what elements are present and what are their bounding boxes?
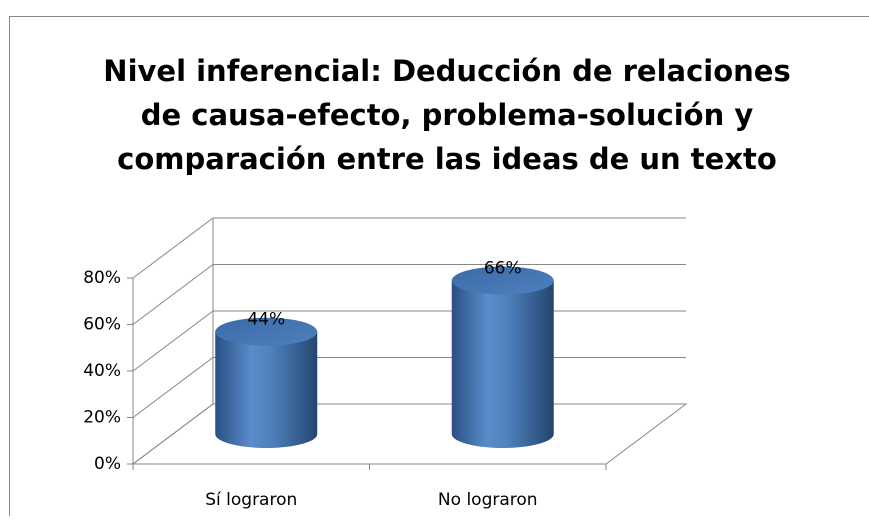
bar-body <box>215 332 317 448</box>
chart-title: comparación entre las ideas de un texto <box>117 142 777 176</box>
y-tick-label: 20% <box>83 408 121 428</box>
chart-title: de causa-efecto, problema-solución y <box>141 98 754 132</box>
bar-body <box>452 281 554 448</box>
y-tick-label: 0% <box>94 454 121 474</box>
x-tick-label: Sí lograron <box>205 490 297 510</box>
data-label: 66% <box>484 259 522 279</box>
y-tick-label: 80% <box>83 268 121 288</box>
y-tick-label: 40% <box>83 361 121 381</box>
x-tick-label: No lograron <box>438 490 538 510</box>
chart-border <box>10 17 869 517</box>
chart-title: Nivel inferencial: Deducción de relacion… <box>103 54 790 88</box>
bar <box>215 318 317 448</box>
bar <box>452 267 554 448</box>
y-tick-label: 60% <box>83 315 121 335</box>
data-label: 44% <box>247 310 285 330</box>
